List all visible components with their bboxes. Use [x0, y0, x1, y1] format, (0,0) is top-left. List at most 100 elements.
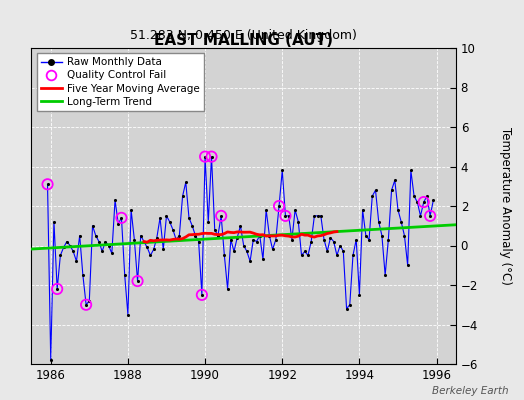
Point — [301, 248, 309, 255]
Point — [239, 242, 248, 249]
Point — [114, 220, 123, 227]
Point — [265, 232, 274, 239]
Point — [124, 312, 132, 318]
Point — [236, 222, 245, 229]
Point — [111, 197, 119, 203]
Point — [230, 248, 238, 255]
Point — [416, 213, 424, 219]
Point — [346, 302, 354, 308]
Point — [217, 213, 225, 219]
Point — [291, 207, 299, 213]
Point — [98, 248, 106, 255]
Point — [355, 292, 364, 298]
Point — [326, 234, 335, 241]
Point — [368, 193, 376, 199]
Point — [407, 167, 415, 174]
Point — [117, 215, 126, 221]
Point — [384, 236, 392, 243]
Point — [43, 181, 52, 188]
Point — [66, 242, 74, 249]
Point — [378, 232, 386, 239]
Point — [233, 234, 242, 241]
Point — [63, 238, 71, 245]
Text: Berkeley Earth: Berkeley Earth — [432, 386, 508, 396]
Point — [50, 218, 58, 225]
Point — [323, 248, 332, 255]
Point — [214, 232, 222, 239]
Point — [198, 292, 206, 298]
Point — [403, 262, 412, 268]
Point — [134, 278, 142, 284]
Point — [281, 213, 290, 219]
Point — [159, 246, 168, 253]
Point — [339, 248, 347, 255]
Point — [249, 236, 257, 243]
Point — [43, 181, 52, 188]
Point — [107, 250, 116, 257]
Point — [275, 203, 283, 209]
Legend: Raw Monthly Data, Quality Control Fail, Five Year Moving Average, Long-Term Tren: Raw Monthly Data, Quality Control Fail, … — [37, 53, 204, 111]
Point — [53, 286, 61, 292]
Point — [127, 207, 135, 213]
Point — [137, 232, 145, 239]
Point — [342, 306, 351, 312]
Point — [259, 256, 267, 262]
Point — [92, 232, 100, 239]
Point — [175, 232, 183, 239]
Point — [217, 213, 225, 219]
Point — [313, 213, 322, 219]
Point — [156, 215, 164, 221]
Point — [288, 236, 296, 243]
Point — [336, 242, 344, 249]
Point — [201, 154, 209, 160]
Point — [72, 258, 81, 264]
Point — [185, 215, 193, 221]
Point — [281, 213, 290, 219]
Point — [182, 179, 190, 186]
Point — [352, 236, 361, 243]
Point — [79, 272, 87, 278]
Point — [310, 213, 319, 219]
Point — [172, 236, 180, 243]
Point — [362, 232, 370, 239]
Point — [413, 199, 421, 205]
Point — [204, 218, 212, 225]
Point — [56, 252, 64, 258]
Point — [75, 232, 84, 239]
Point — [426, 213, 434, 219]
Point — [220, 252, 228, 258]
Point — [162, 213, 171, 219]
Point — [420, 199, 428, 205]
Point — [349, 252, 357, 258]
Point — [101, 238, 110, 245]
Point — [426, 213, 434, 219]
Point — [149, 246, 158, 253]
Point — [130, 236, 138, 243]
Point — [178, 193, 187, 199]
Title: EAST MALLING (AUT): EAST MALLING (AUT) — [154, 33, 333, 48]
Point — [400, 232, 409, 239]
Point — [397, 218, 406, 225]
Point — [275, 203, 283, 209]
Point — [394, 207, 402, 213]
Point — [146, 252, 155, 258]
Point — [104, 242, 113, 249]
Point — [375, 218, 383, 225]
Point — [89, 222, 97, 229]
Point — [381, 272, 389, 278]
Point — [410, 193, 418, 199]
Point — [253, 238, 261, 245]
Point — [285, 213, 293, 219]
Point — [429, 197, 438, 203]
Point — [372, 187, 380, 193]
Point — [140, 238, 148, 245]
Point — [211, 226, 219, 233]
Point — [262, 207, 270, 213]
Point — [194, 238, 203, 245]
Point — [390, 177, 399, 184]
Point — [152, 234, 161, 241]
Point — [82, 302, 90, 308]
Point — [188, 222, 196, 229]
Point — [201, 154, 209, 160]
Text: 51.283 N, 0.450 E (United Kingdom): 51.283 N, 0.450 E (United Kingdom) — [130, 29, 357, 42]
